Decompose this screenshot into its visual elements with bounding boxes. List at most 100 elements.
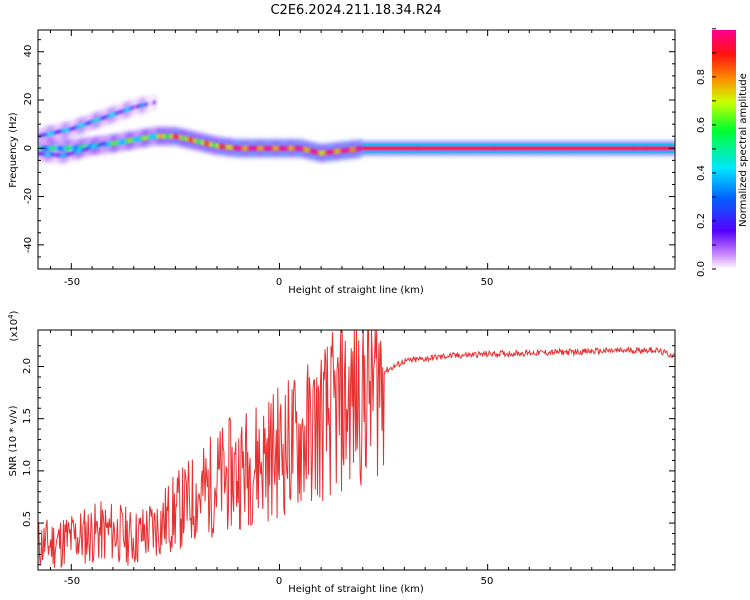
spectrogram-cell	[66, 127, 69, 132]
spectrogram-cell	[226, 144, 229, 150]
spectrogram-cell	[359, 146, 362, 152]
spectrogram-cell	[201, 139, 204, 145]
spectrogram-cell	[56, 145, 58, 151]
spectrogram-xlabel: Height of straight line (km)	[288, 285, 424, 296]
spectrogram-cell	[51, 152, 54, 157]
spectrogram-cell	[158, 133, 160, 139]
spectrogram-cell	[43, 151, 46, 156]
spectrogram-cell	[66, 152, 69, 157]
snr-tick-y-0: 0.5	[22, 511, 33, 527]
spectrogram-cell	[249, 145, 252, 151]
spectrogram-cell	[74, 145, 77, 151]
spectrogram-cell	[237, 145, 239, 151]
spectrogram-cell	[220, 143, 223, 149]
spectrogram-cell	[56, 130, 58, 135]
colorbar-label: Normalized spectral amplitude	[738, 73, 749, 227]
spectrogram-cell	[218, 143, 221, 149]
spectrogram-cell	[105, 114, 108, 119]
spectrogram-cell	[78, 148, 81, 153]
spectrogram-cell	[64, 145, 66, 151]
spectrogram-cell	[68, 151, 71, 156]
spectrogram-cell	[85, 146, 87, 151]
spectrogram-tick-y-3: -20	[23, 188, 34, 204]
spectrogram-cell	[43, 145, 46, 151]
spectrogram-cell	[39, 151, 41, 156]
spectrogram-cell	[349, 147, 352, 153]
spectrogram-cell	[266, 145, 268, 151]
spectrogram-cell	[255, 145, 258, 151]
spectrogram-cell	[189, 137, 191, 143]
spectrogram-cell	[307, 147, 310, 153]
spectrogram-cell	[108, 113, 110, 118]
spectrogram-cell	[207, 141, 210, 147]
spectrogram-cell	[72, 126, 75, 131]
spectrogram-cell	[187, 136, 189, 142]
spectrogram-cell	[64, 152, 66, 157]
spectrogram-cell	[299, 145, 302, 151]
colorbar-tick-1: 0.2	[696, 213, 707, 229]
spectrogram-cell	[353, 146, 356, 152]
spectrogram-cell	[210, 141, 212, 147]
spectrogram-cell	[68, 145, 71, 151]
spectrogram-cell	[312, 148, 314, 154]
spectrogram-cell	[49, 131, 52, 136]
spectrogram-cell	[355, 146, 358, 152]
spectrogram-cell	[305, 147, 308, 153]
spectrogram-cell	[51, 145, 54, 151]
spectrogram-cell	[149, 134, 152, 140]
spectrogram-cell	[93, 119, 96, 124]
spectrogram-cell	[60, 153, 62, 158]
spectrogram-cell	[285, 145, 287, 151]
spectrogram-ylabel: Frequency (Hz)	[8, 112, 19, 188]
spectrogram-cell	[122, 139, 125, 145]
spectrogram-cell	[143, 102, 146, 107]
spectrogram-cell	[245, 145, 248, 151]
spectrogram-cell	[141, 103, 143, 108]
spectrogram-cell	[310, 148, 312, 154]
spectrogram-cell	[51, 131, 54, 136]
spectrogram-cell	[99, 116, 102, 121]
spectrogram-cell	[351, 147, 354, 152]
spectrogram-cell	[149, 101, 152, 106]
spectrogram-cell	[155, 133, 158, 139]
spectrogram-cell	[83, 122, 85, 127]
spectrogram-cell	[87, 146, 89, 151]
spectrogram-cell	[139, 103, 141, 108]
spectrogram-cell	[93, 144, 96, 149]
spectrogram-cell	[347, 147, 350, 153]
colorbar-tick-2: 0.4	[696, 165, 707, 181]
spectrogram-cell	[301, 146, 304, 152]
spectrogram-cell	[135, 104, 137, 109]
spectrogram-cell	[214, 142, 216, 148]
spectrogram-cell	[316, 149, 318, 155]
spectrogram-cell	[343, 147, 345, 153]
spectrogram-cell	[118, 110, 121, 115]
spectrogram-cell	[130, 137, 133, 143]
spectrogram-cell	[112, 140, 114, 146]
spectrogram-cell	[162, 133, 164, 139]
spectrogram-cell	[81, 123, 83, 128]
spectrogram-cell	[199, 139, 202, 145]
spectrogram-cell	[91, 119, 94, 124]
spectrogram-cell	[126, 138, 129, 144]
spectrogram-cell	[68, 127, 71, 132]
spectrogram-cell	[289, 145, 291, 151]
spectrogram-cell	[314, 149, 316, 155]
spectrogram-cell	[205, 140, 208, 146]
spectrogram-cell	[326, 149, 329, 155]
spectrogram-cell	[160, 133, 162, 139]
snr-tick-x-0: -50	[64, 576, 80, 587]
colorbar-tick-3: 0.6	[696, 117, 707, 133]
colorbar-tick-4: 0.8	[696, 69, 707, 85]
spectrogram-cell	[139, 136, 141, 142]
spectrogram-cell	[124, 138, 127, 144]
spectrogram-cell	[133, 137, 135, 143]
spectrogram-cell	[85, 121, 87, 126]
spectrogram-cell	[85, 144, 87, 150]
spectrogram-cell	[337, 148, 339, 154]
spectrogram-cell	[53, 152, 56, 157]
spectrogram-cell	[295, 145, 298, 151]
spectrogram-cell	[264, 145, 266, 151]
spectrogram-cell	[178, 134, 181, 140]
spectrogram-tick-y-4: -40	[23, 237, 34, 253]
